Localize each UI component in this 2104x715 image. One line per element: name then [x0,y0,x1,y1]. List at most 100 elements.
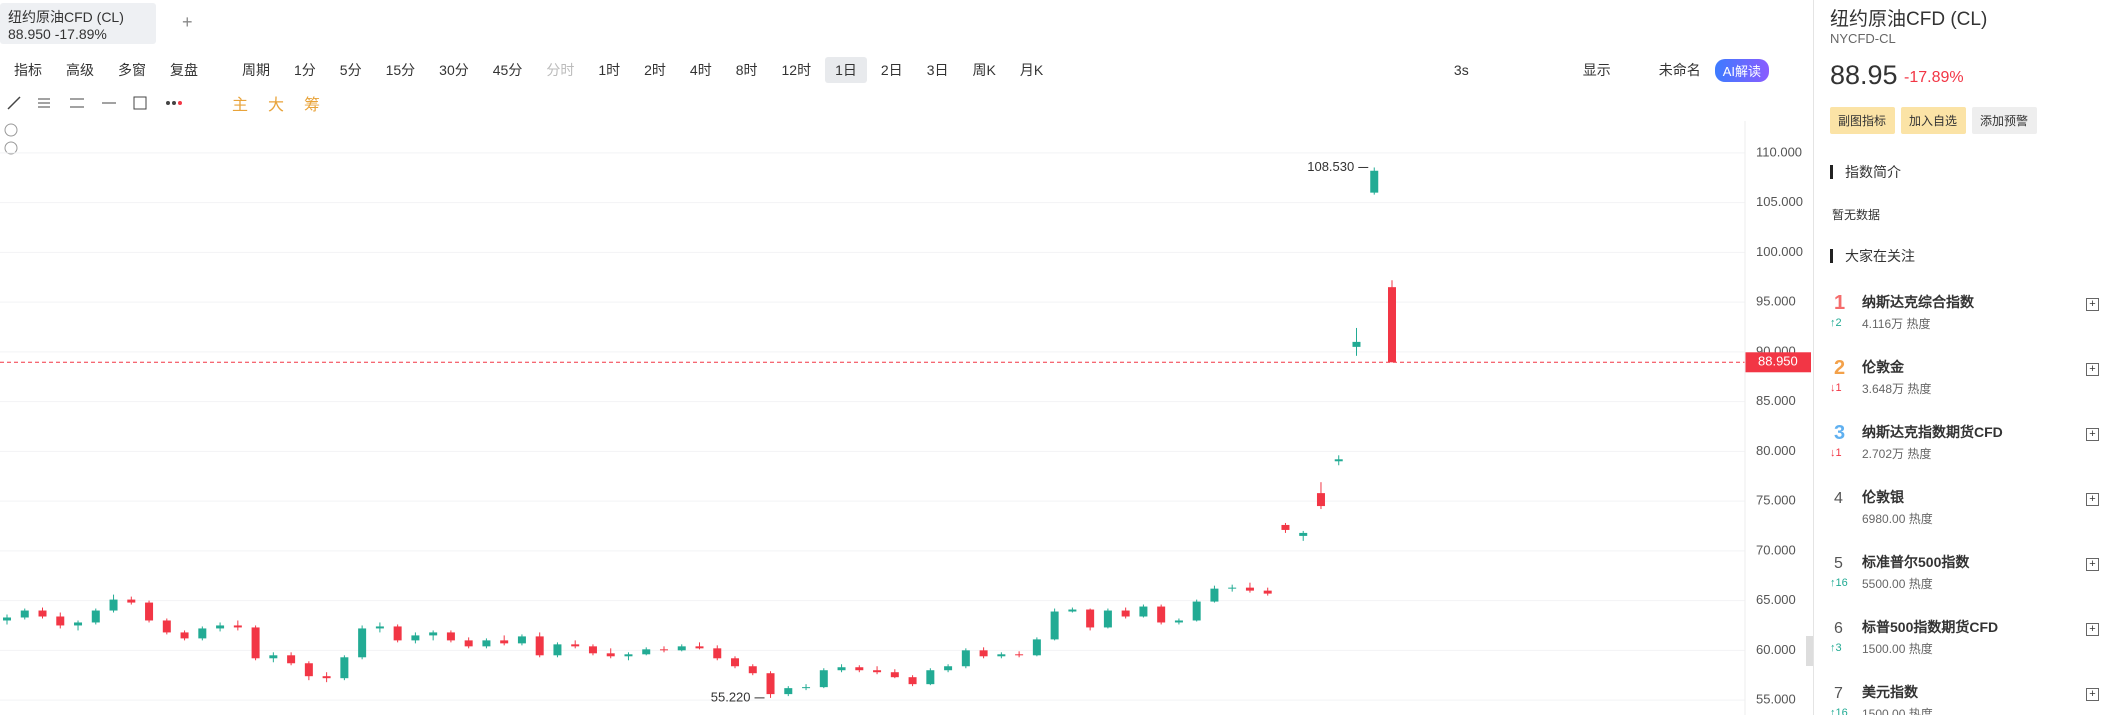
candle-body [162,620,171,633]
heat: 6980.00 热度 [1862,512,1933,526]
period-button[interactable]: 分时 [546,62,575,78]
watch-item[interactable]: 7 美元指数 1500.00 热度 ↑16 + [1814,676,2104,715]
period-button[interactable]: 15分 [385,62,416,78]
period-button[interactable]: 45分 [492,62,523,78]
add-button[interactable]: + [2086,493,2099,506]
tool-button[interactable]: 指标 [14,62,42,78]
rank-change: ↑16 [1830,577,1848,589]
candle-body [1245,587,1254,591]
side-handle [1806,636,1813,666]
candle-body [429,632,438,636]
candle-body [535,636,544,656]
candle-body [553,644,562,656]
draw-mode[interactable]: 大 [268,97,285,114]
side-title: 纽约原油CFD (CL) [1830,9,1988,30]
display-button[interactable]: 显示 [1582,62,1611,78]
tab-quote: 88.950 -17.89% [8,26,107,42]
add-button[interactable]: + [2086,688,2099,701]
add-button[interactable]: + [2086,298,2099,311]
ai-button[interactable]: AI解读 [1714,58,1769,82]
candle-body [1015,654,1024,656]
y-tick-label: 75.000 [1756,493,1796,508]
candle-body [677,646,686,651]
tool-button[interactable]: 复盘 [170,62,198,78]
heat: 5500.00 热度 [1862,577,1933,591]
side-button[interactable]: 副图指标 [1830,107,1896,134]
rank: 3 [1834,422,1846,444]
sidebar: 纽约原油CFD (CL) NYCFD-CL 88.95 -17.89% 副图指标… [1813,0,2104,715]
candle-body [1228,587,1237,589]
candle-body [358,628,367,658]
add-button[interactable]: + [2086,558,2099,571]
period-button[interactable]: 2时 [644,62,666,78]
candle-body [269,655,278,659]
tool-button[interactable]: 多窗 [118,62,146,78]
refresh-button[interactable]: 3s [1453,62,1469,78]
period-button[interactable]: 月K [1019,62,1044,78]
rank: 6 [1834,620,1843,637]
y-tick-label: 80.000 [1756,443,1796,458]
rank-change: ↓1 [1830,447,1842,459]
period-button[interactable]: 3日 [926,62,949,78]
heat: 1500.00 热度 [1862,642,1933,656]
add-tab[interactable]: + [182,12,193,32]
period-button[interactable]: 1时 [598,62,621,78]
add-button[interactable]: + [2086,363,2099,376]
y-tick-label: 95.000 [1756,294,1796,309]
watch-item[interactable]: 3 纳斯达克指数期货CFD 2.702万 热度 ↓1 + [1814,416,2104,481]
period-button[interactable]: 2日 [880,62,903,78]
name: 美元指数 [1862,684,1918,700]
period-button[interactable]: 8时 [735,62,758,78]
add-button[interactable]: + [2086,623,2099,636]
tool-button[interactable]: 高级 [66,62,94,78]
candle-chart: 55.000 60.000 65.000 70.000 75.000 80.000 85.0… [0,121,1813,715]
watch-item[interactable]: 5 标准普尔500指数 5500.00 热度 ↑16 + [1814,546,2104,611]
candle-body [1086,609,1095,628]
candle-body [56,616,65,626]
candle-body [180,632,189,639]
candle-body [500,640,509,644]
watch-item[interactable]: 2 伦敦金 3.648万 热度 ↓1 + [1814,351,2104,416]
watch-item[interactable]: 6 标普500指数期货CFD 1500.00 热度 ↑3 + [1814,611,2104,676]
period-button[interactable]: 30分 [439,62,469,78]
period-button[interactable]: 12时 [781,62,812,78]
min-label: 55.220 [711,689,751,704]
name: 标准普尔500指数 [1862,554,1970,570]
period-menu[interactable]: 周期 [242,62,270,78]
candle-body [38,610,47,617]
candle-body [784,688,793,695]
symbol-tab[interactable]: 纽约原油CFD (CL) 88.950 -17.89% [0,3,156,44]
candle-body [731,658,740,667]
candle-body [216,625,225,629]
period-button[interactable]: 5分 [339,62,362,78]
rank: 1 [1834,292,1846,314]
name: 伦敦金 [1862,359,1904,375]
draw-mode[interactable]: 筹 [304,97,321,114]
candle-body [890,672,899,678]
candle-body [837,667,846,671]
watch-item[interactable]: 4 伦敦银 6980.00 热度 + [1814,481,2104,546]
add-button[interactable]: + [2086,428,2099,441]
rank: 7 [1834,685,1843,702]
candle-body [908,677,917,685]
y-tick-label: 60.000 [1756,642,1796,657]
draw-mode[interactable]: 主 [232,97,249,114]
period-button[interactable]: 4时 [689,62,712,78]
section-title: 指数简介 [1830,165,1901,179]
candle-body [1032,639,1041,656]
watch-item[interactable]: 1 纳斯达克综合指数 4.116万 热度 ↑2 + [1814,286,2104,351]
period-button[interactable]: 周K [972,62,996,78]
candle-body [1388,287,1396,363]
candle-body [1263,590,1272,594]
side-button[interactable]: 加入自选 [1901,107,1967,134]
layout-button[interactable]: 未命名 [1658,62,1701,78]
collapse-icon[interactable] [4,141,18,155]
collapse-icon[interactable] [4,123,18,137]
candle-body [1352,341,1361,347]
candle-body [659,649,668,651]
side-button[interactable]: 添加预警 [1972,107,2038,134]
candle-body [109,599,118,611]
period-button[interactable]: 1分 [294,62,316,78]
period-button[interactable]: 1日 [825,57,867,83]
